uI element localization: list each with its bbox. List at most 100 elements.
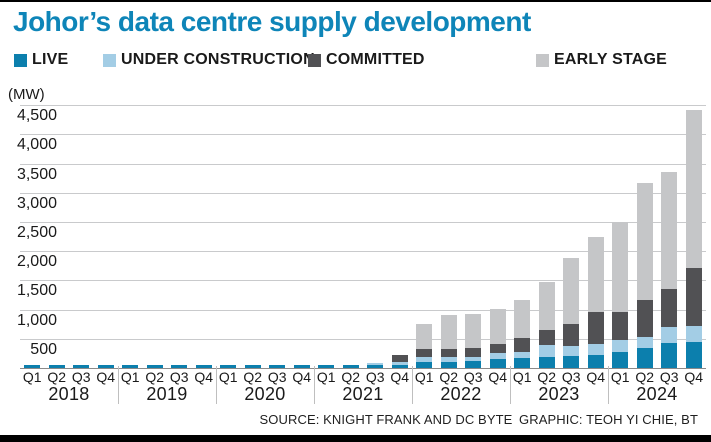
bar-segment-live (538, 356, 555, 368)
y-axis-tick-label: 3,000 (16, 194, 57, 212)
bar-segment-live (612, 351, 629, 368)
x-axis-quarter-label: Q4 (488, 369, 508, 385)
gridline (20, 105, 706, 107)
bar-2020-q3 (269, 365, 286, 368)
quarter-label-group-2018: Q1 Q2 Q3 Q4 (20, 370, 118, 385)
bar-slot (265, 100, 290, 368)
quarter-label-group-2022: Q1 Q2 Q3 Q4 (412, 370, 510, 385)
bar-segment-committed (538, 330, 555, 346)
bar-slot (412, 100, 437, 368)
bar-2020-q4 (293, 365, 310, 368)
x-axis-quarter-label: Q1 (22, 369, 42, 385)
x-axis-quarter-label: Q3 (561, 369, 581, 385)
y-axis-tick-label: 500 (30, 340, 57, 358)
bar-segment-under-construction (465, 356, 482, 362)
x-axis-quarter-label: Q2 (439, 369, 459, 385)
bar-segment-live (48, 365, 65, 368)
bar-2024-q4 (685, 110, 702, 368)
bar-slot (633, 100, 658, 368)
bar-2020-q2 (244, 365, 261, 368)
x-axis-year-label: 2020 (244, 384, 286, 404)
x-axis-quarter-label: Q4 (292, 369, 312, 385)
bar-slot (363, 100, 388, 368)
bar-slot (388, 100, 413, 368)
bar-2022-q2 (440, 315, 457, 368)
bar-segment-under-construction (391, 362, 408, 365)
bar-2019-q1 (122, 365, 139, 368)
bar-2018-q2 (48, 365, 65, 368)
legend: LIVE UNDER CONSTRUCTION COMMITTED EARLY … (0, 51, 711, 69)
year-separator-line (314, 366, 315, 404)
bar-segment-live (24, 365, 41, 368)
legend-item-live: LIVE (14, 51, 68, 69)
bar-segment-live (416, 361, 433, 368)
legend-item-early-stage: EARLY STAGE (536, 51, 667, 69)
bar-segment-under-construction (440, 356, 457, 362)
x-axis-baseline (20, 368, 706, 369)
x-axis-year-label: 2024 (636, 384, 678, 404)
x-axis-quarter-label: Q3 (659, 369, 679, 385)
bar-segment-committed (514, 338, 531, 352)
bar-2019-q3 (171, 365, 188, 368)
source-credit: SOURCE: KNIGHT FRANK AND DC BYTE GRAPHIC… (259, 412, 698, 427)
year-separator-line (412, 366, 413, 404)
bar-slot (20, 100, 45, 368)
bar-2024-q3 (661, 171, 678, 368)
y-axis-tick-label: 2,500 (16, 224, 57, 241)
x-axis-year-label: 2021 (342, 384, 384, 404)
bar-segment-under-construction (367, 363, 384, 365)
bar-2018-q1 (24, 365, 41, 368)
bar-segment-live (73, 365, 90, 368)
bar-segment-live (220, 365, 237, 368)
y-axis-tick-label: 1,000 (16, 311, 57, 329)
bar-segment-early-stage (587, 236, 604, 312)
bar-segment-early-stage (514, 300, 531, 339)
x-axis-year-label: 2023 (538, 384, 580, 404)
bar-segment-early-stage (489, 309, 506, 344)
x-axis-quarter-label: Q4 (194, 369, 214, 385)
gridline (20, 163, 706, 165)
bar-2023-q1 (514, 300, 531, 368)
quarter-label-group-2024: Q1 Q2 Q3 Q4 (608, 370, 706, 385)
year-group-2023 (510, 100, 608, 368)
quarter-label-group-2021: Q1 Q2 Q3 Q4 (314, 370, 412, 385)
bar-segment-committed (612, 311, 629, 341)
x-axis-quarter-label: Q2 (635, 369, 655, 385)
bar-slot (314, 100, 339, 368)
bar-segment-early-stage (538, 282, 555, 331)
bar-2021-q2 (342, 364, 359, 368)
bar-slot (167, 100, 192, 368)
legend-label-early-stage: EARLY STAGE (554, 51, 668, 68)
bar-segment-committed (587, 311, 604, 345)
bar-slot (584, 100, 609, 368)
gridline (20, 251, 706, 253)
bar-segment-committed (636, 299, 653, 338)
bar-segment-live (244, 365, 261, 368)
bar-segment-committed (661, 289, 678, 328)
year-group-2021 (314, 100, 412, 368)
x-axis-quarter-label: Q1 (512, 369, 532, 385)
bar-2023-q2 (538, 282, 555, 368)
committed-swatch-icon (308, 53, 321, 67)
bar-2021-q3 (367, 363, 384, 368)
bar-segment-live (367, 364, 384, 368)
quarter-label-group-2020: Q1 Q2 Q3 Q4 (216, 370, 314, 385)
x-axis-quarter-label: Q3 (365, 369, 385, 385)
y-axis-tick-label: 4,000 (16, 136, 57, 154)
bar-segment-early-stage (685, 110, 702, 269)
bar-2020-q1 (220, 365, 237, 368)
quarter-label-group-2019: Q1 Q2 Q3 Q4 (118, 370, 216, 385)
gridline (20, 192, 706, 194)
bar-slot (535, 100, 560, 368)
x-axis-quarter-label: Q4 (96, 369, 116, 385)
bottom-border-rule (0, 435, 711, 442)
bar-2019-q4 (195, 365, 212, 368)
bar-segment-live (636, 347, 653, 368)
bar-segment-early-stage (612, 222, 629, 312)
bar-segment-live (269, 365, 286, 368)
year-group-2019 (118, 100, 216, 368)
bar-segment-live (171, 365, 188, 368)
x-axis-quarter-label: Q2 (145, 369, 165, 385)
legend-item-under-construction: UNDER CONSTRUCTION (103, 51, 315, 69)
